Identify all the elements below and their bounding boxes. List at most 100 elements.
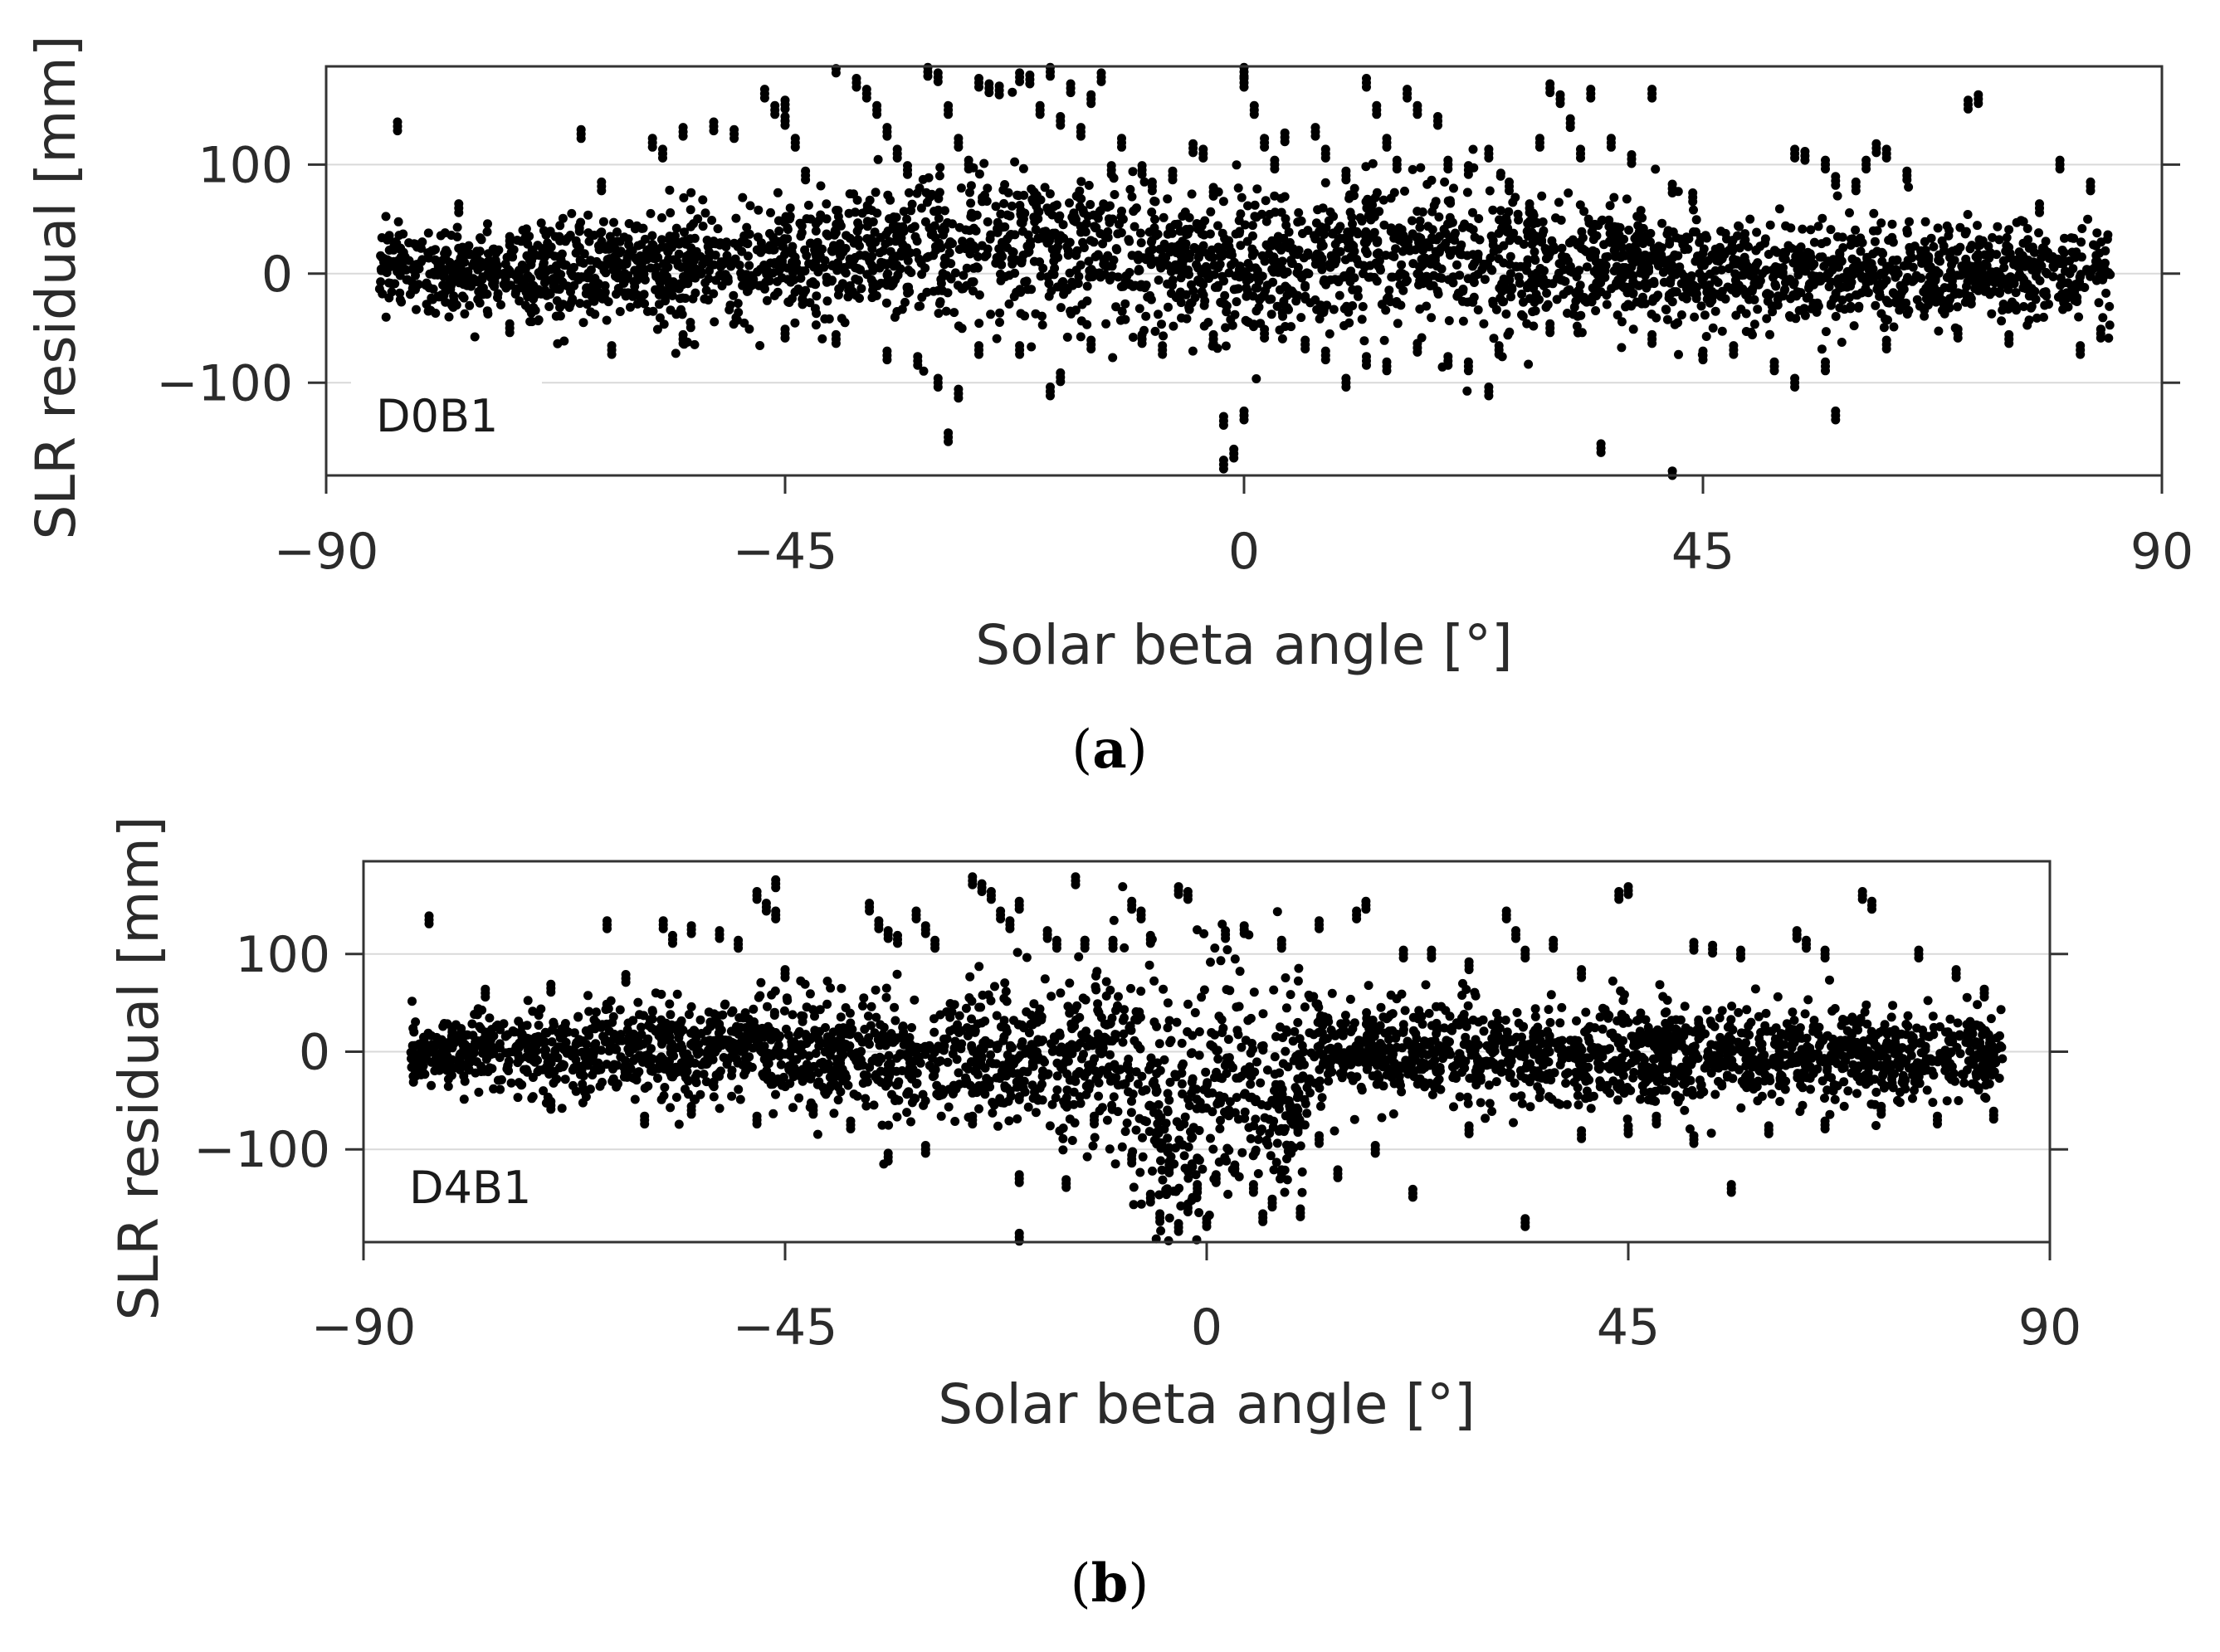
- scatter-point: [852, 83, 861, 92]
- scatter-point: [1335, 222, 1344, 231]
- scatter-point: [928, 229, 937, 238]
- scatter-point: [1710, 1090, 1720, 1099]
- scatter-point: [1085, 181, 1094, 190]
- scatter-point: [1733, 231, 1742, 241]
- scatter-point: [1564, 188, 1573, 197]
- scatter-point: [1473, 270, 1482, 279]
- scatter-point: [1501, 309, 1510, 319]
- scatter-point: [973, 211, 982, 220]
- scatter-point: [1736, 1104, 1745, 1113]
- scatter-point: [1985, 290, 1994, 299]
- scatter-point: [2098, 313, 2107, 322]
- scatter-point: [1222, 241, 1231, 250]
- scatter-point: [525, 256, 534, 265]
- scatter-point: [729, 319, 739, 329]
- scatter-point: [1194, 1208, 1203, 1217]
- scatter-point: [804, 201, 813, 210]
- scatter-point: [449, 303, 458, 312]
- scatter-point: [1427, 176, 1437, 185]
- scatter-point: [986, 235, 995, 244]
- scatter-point: [1934, 327, 1943, 336]
- scatter-point: [679, 123, 688, 132]
- scatter-point: [1806, 279, 1815, 288]
- scatter-point: [1137, 238, 1146, 247]
- scatter-point: [1267, 309, 1276, 319]
- scatter-point: [993, 218, 1003, 227]
- scatter-point: [1474, 305, 1483, 314]
- scatter-point: [998, 186, 1008, 195]
- scatter-point: [1358, 217, 1367, 226]
- scatter-point: [598, 236, 607, 246]
- scatter-point: [1821, 164, 1830, 173]
- scatter-point: [1660, 278, 1669, 287]
- scatter-point: [774, 227, 783, 236]
- y-tick-label: 100: [198, 136, 293, 194]
- scatter-point: [1066, 88, 1076, 97]
- scatter-point: [1086, 344, 1095, 353]
- scatter-point: [1492, 305, 1501, 314]
- scatter-point: [496, 300, 505, 309]
- scatter-point: [1148, 178, 1157, 187]
- scatter-point: [1253, 284, 1262, 293]
- scatter-point: [1625, 243, 1634, 252]
- scatter-point: [1946, 248, 1955, 257]
- scatter-point: [854, 235, 863, 244]
- scatter-point: [586, 307, 595, 316]
- x-tick-label: −45: [733, 523, 838, 581]
- scatter-point: [934, 383, 943, 392]
- scatter-point: [1362, 361, 1371, 370]
- scatter-point: [1950, 256, 1959, 265]
- scatter-point: [1117, 282, 1126, 291]
- scatter-point: [2004, 339, 2013, 348]
- scatter-point: [1019, 191, 1028, 200]
- scatter-point: [1888, 220, 1897, 229]
- scatter-point: [2019, 302, 2028, 311]
- scatter-point: [1451, 229, 1460, 238]
- scatter-point: [1484, 392, 1493, 401]
- x-tick-label: 90: [2130, 523, 2193, 581]
- scatter-point: [1417, 262, 1426, 271]
- scatter-point: [1601, 266, 1610, 275]
- scatter-point: [1403, 94, 1412, 103]
- scatter-point: [2004, 330, 2013, 339]
- scatter-point: [1628, 1074, 1637, 1083]
- scatter-point: [1433, 121, 1442, 130]
- scatter-point: [838, 279, 847, 288]
- scatter-point: [832, 206, 841, 215]
- scatter-point: [1071, 251, 1081, 260]
- scatter-point: [1006, 212, 1015, 221]
- scatter-point: [1117, 207, 1126, 216]
- scatter-point: [2042, 268, 2051, 277]
- scatter-point: [1173, 220, 1183, 229]
- scatter-point: [780, 250, 789, 259]
- scatter-point: [990, 982, 999, 991]
- scatter-point: [1231, 271, 1240, 280]
- scatter-point: [465, 250, 474, 259]
- scatter-point: [710, 261, 719, 270]
- scatter-point: [1542, 246, 1551, 255]
- scatter-point: [427, 1081, 436, 1090]
- scatter-point: [2092, 228, 2101, 237]
- scatter-point: [949, 308, 959, 317]
- scatter-point: [631, 224, 640, 233]
- scatter-point: [1861, 156, 1871, 165]
- scatter-point: [666, 281, 675, 290]
- scatter-point: [915, 302, 925, 311]
- scatter-point: [1882, 275, 1891, 285]
- scatter-point: [1556, 99, 1565, 108]
- scatter-point: [1852, 1089, 1861, 1098]
- scatter-point: [944, 101, 953, 110]
- scatter-point: [1145, 291, 1154, 300]
- scatter-point: [852, 74, 861, 83]
- scatter-point: [1468, 208, 1477, 217]
- scatter-point: [603, 316, 612, 325]
- scatter-point: [1902, 175, 1911, 184]
- scatter-point: [868, 266, 877, 275]
- scatter-point: [1037, 312, 1047, 321]
- scatter-point: [1469, 145, 1478, 154]
- scatter-point: [553, 268, 562, 277]
- scatter-point: [505, 232, 515, 241]
- scatter-point: [1413, 101, 1422, 110]
- scatter-point: [1616, 223, 1625, 232]
- scatter-point: [476, 246, 485, 256]
